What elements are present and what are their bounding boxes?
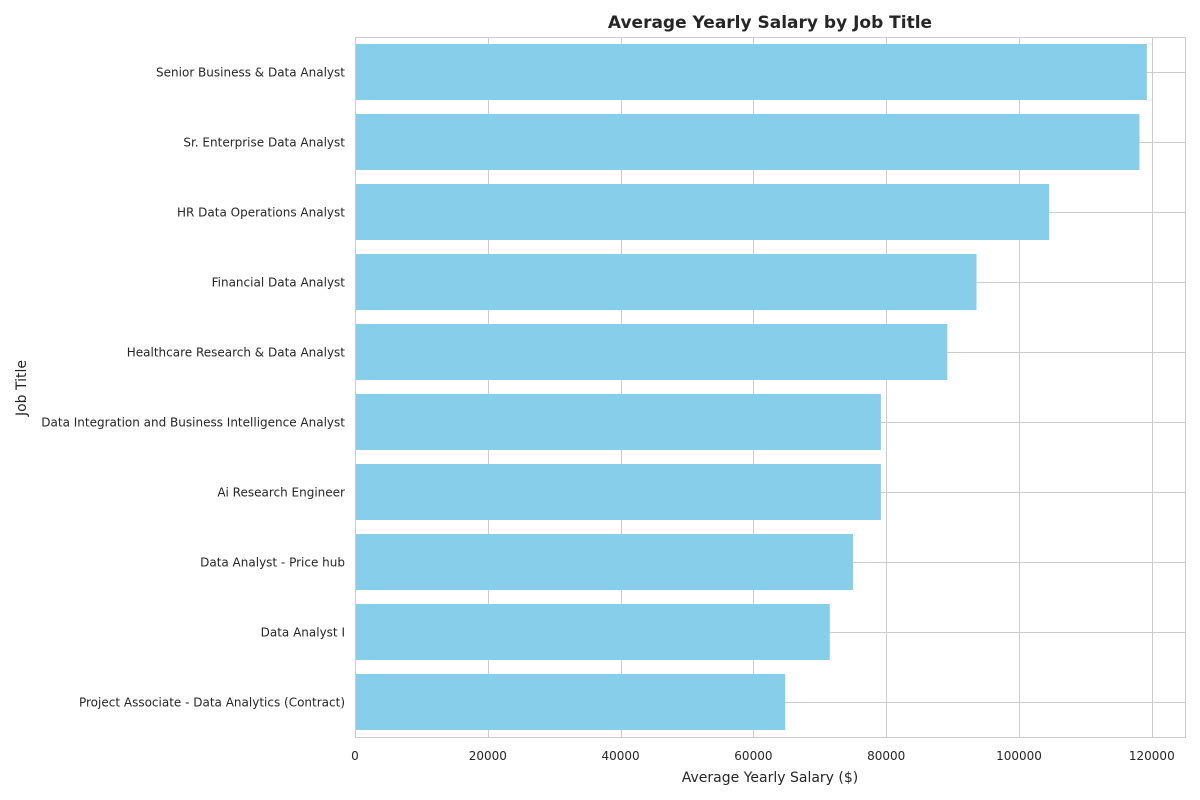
bar [355, 534, 853, 590]
plot-frame [355, 37, 1186, 738]
y-tick-labels: Senior Business & Data Analyst Sr. Enterp… [41, 66, 345, 710]
x-tick-label: 120000 [1129, 749, 1175, 763]
bar [355, 324, 948, 380]
bar [355, 44, 1147, 100]
y-tick-label: Sr. Enterprise Data Analyst [183, 136, 345, 150]
x-tick-labels: 0 20000 40000 60000 80000 100000 120000 [351, 749, 1175, 763]
bar [355, 114, 1140, 170]
y-tick-label: Ai Research Engineer [217, 486, 345, 500]
x-tick-label: 60000 [734, 749, 772, 763]
chart-title: Average Yearly Salary by Job Title [608, 13, 932, 33]
bars [355, 44, 1147, 730]
y-tick-label: Senior Business & Data Analyst [156, 66, 345, 80]
y-tick-label: Data Integration and Business Intelligen… [41, 416, 345, 430]
x-tick-label: 100000 [996, 749, 1042, 763]
y-tick-label: Data Analyst - Price hub [200, 556, 345, 570]
y-tick-label: Financial Data Analyst [212, 276, 346, 290]
x-tick-label: 0 [351, 749, 359, 763]
y-tick-label: Data Analyst I [261, 626, 345, 640]
y-tick-label: Healthcare Research & Data Analyst [127, 346, 346, 360]
bar [355, 464, 881, 520]
y-tick-label: HR Data Operations Analyst [177, 206, 345, 220]
bar [355, 184, 1050, 240]
x-tick-label: 40000 [602, 749, 640, 763]
x-tick-label: 20000 [469, 749, 507, 763]
x-axis-label: Average Yearly Salary ($) [682, 770, 858, 786]
y-tick-label: Project Associate - Data Analytics (Cont… [79, 696, 345, 710]
x-tick-label: 80000 [867, 749, 905, 763]
bar [355, 604, 830, 660]
bar [355, 394, 881, 450]
y-axis-label: Job Title [14, 360, 30, 417]
bar [355, 674, 786, 730]
bar [355, 254, 977, 310]
